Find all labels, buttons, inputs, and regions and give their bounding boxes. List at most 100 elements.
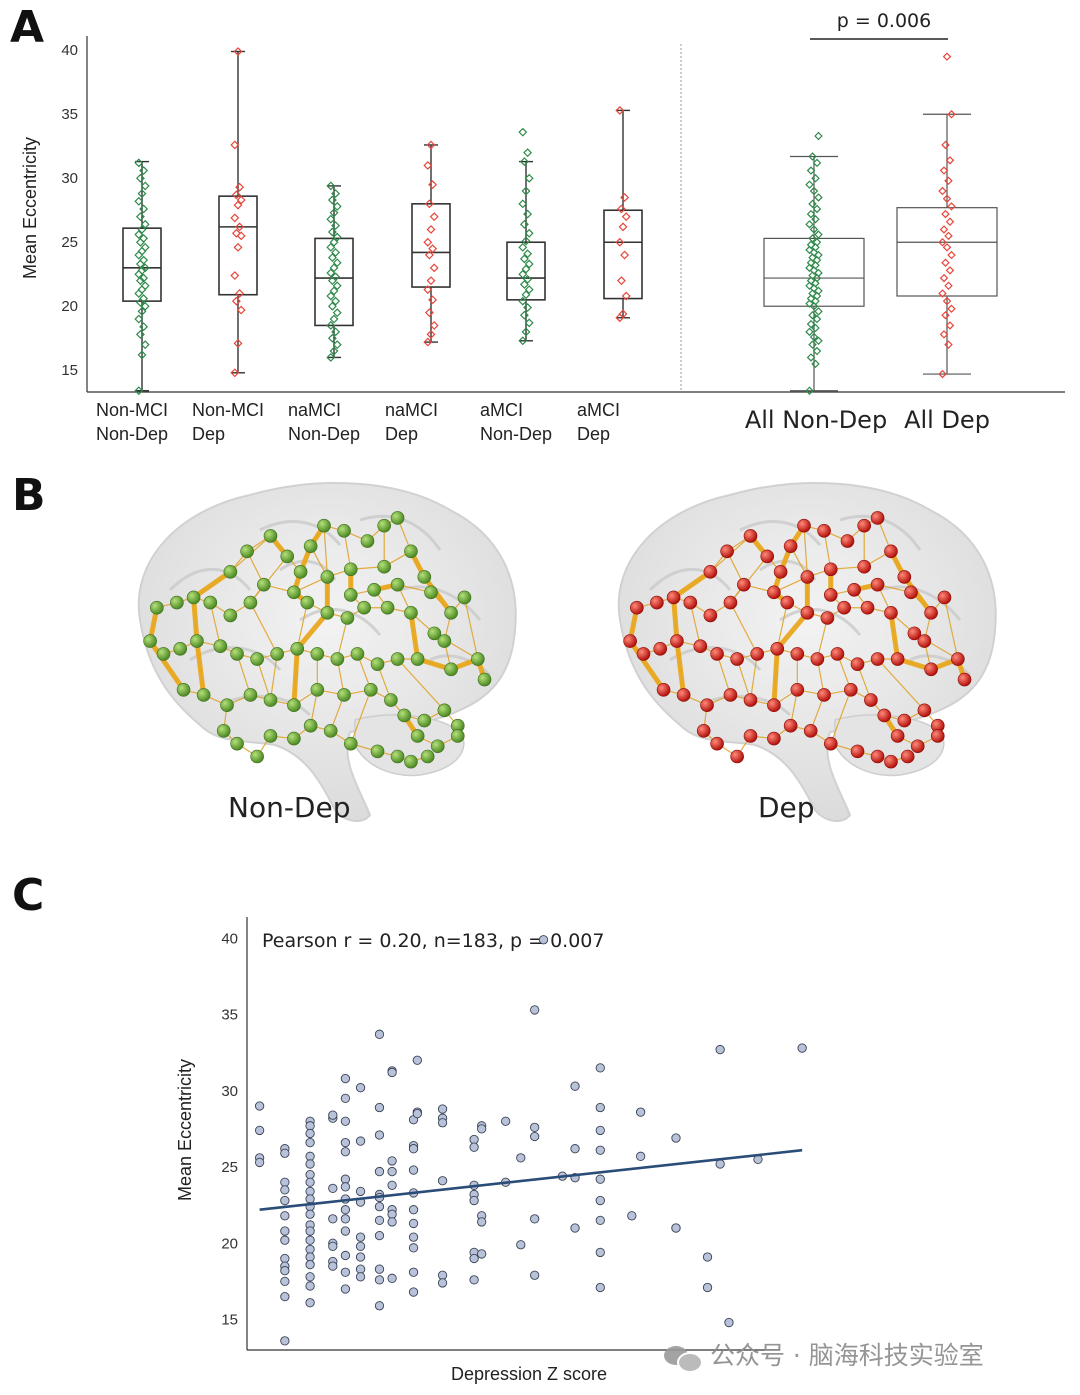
- c-point: [254, 1125, 265, 1136]
- c-point: [437, 1104, 448, 1114]
- c-point: [595, 1102, 605, 1113]
- c-point: [387, 1067, 397, 1078]
- a-point: [329, 237, 339, 247]
- a-point: [423, 237, 433, 247]
- a-all-point: [805, 299, 814, 308]
- brain-edge: [830, 689, 852, 744]
- brain-node: [287, 585, 301, 600]
- a-point: [235, 182, 245, 192]
- c-point: [374, 1201, 385, 1212]
- a-point: [329, 314, 339, 324]
- c-point: [530, 1122, 540, 1133]
- brain-node: [223, 565, 238, 579]
- brain-node: [840, 534, 855, 548]
- c-point: [280, 1235, 290, 1245]
- a-point: [620, 250, 630, 260]
- a-all-point: [945, 217, 955, 227]
- a-point: [134, 230, 144, 240]
- a-significance-label: p = 0.006: [837, 10, 931, 32]
- a-all-point: [805, 281, 814, 291]
- brain-node: [156, 647, 171, 661]
- a-point: [230, 271, 240, 280]
- c-ylabel: Mean Eccentricity: [175, 1059, 195, 1201]
- a-point: [134, 314, 144, 324]
- a-point: [521, 327, 531, 337]
- brain-edge: [350, 689, 372, 744]
- brain-node: [897, 570, 912, 584]
- c-point: [636, 1107, 646, 1117]
- brain-node: [730, 749, 744, 764]
- brain-node: [870, 511, 885, 525]
- c-point: [387, 1180, 397, 1190]
- a-all-point: [942, 243, 952, 252]
- a-point: [331, 248, 341, 257]
- a-all-point: [805, 220, 814, 229]
- brain-thick-edge: [294, 610, 330, 652]
- c-point: [702, 1282, 713, 1293]
- c-point: [477, 1249, 487, 1259]
- brain-node: [770, 641, 785, 656]
- brain-node: [630, 600, 644, 615]
- c-point: [328, 1183, 338, 1193]
- a-point: [236, 305, 246, 315]
- brain-node: [907, 626, 922, 641]
- a-point: [134, 386, 144, 396]
- brain-node: [723, 595, 738, 610]
- brain-node: [864, 693, 878, 707]
- brain-node: [170, 595, 184, 610]
- a-all-point: [939, 273, 949, 283]
- a-all-point: [806, 240, 816, 250]
- c-point: [374, 1275, 385, 1285]
- a-point: [137, 224, 147, 234]
- c-point: [254, 1157, 265, 1168]
- brain-node: [303, 539, 318, 553]
- brain-node: [767, 585, 781, 600]
- brain-node: [890, 652, 905, 666]
- a-point: [326, 352, 336, 362]
- brain-node: [797, 518, 811, 533]
- a-point: [424, 308, 434, 318]
- a-xlabel-line1: Non-MCI: [192, 400, 264, 420]
- brain-node: [817, 523, 831, 538]
- a-all-point: [814, 230, 823, 239]
- brain-edge: [736, 658, 752, 701]
- brain-node: [367, 582, 381, 597]
- brain-node: [390, 749, 405, 764]
- c-point: [305, 1259, 315, 1270]
- c-point: [280, 1291, 290, 1302]
- c-point: [305, 1235, 315, 1245]
- brain-node: [897, 713, 912, 728]
- a-point: [621, 291, 631, 301]
- brain-node: [884, 754, 898, 769]
- a-point: [331, 221, 341, 231]
- brain-node: [263, 729, 278, 743]
- a-all-point: [806, 258, 816, 267]
- brain-node: [320, 570, 335, 584]
- brain-node: [737, 577, 751, 592]
- c-point: [437, 1176, 448, 1186]
- a-all-point: [941, 258, 950, 267]
- brain-node: [450, 729, 465, 743]
- a-point: [327, 227, 337, 237]
- a-point: [423, 337, 433, 347]
- a-all-point: [814, 336, 823, 346]
- a-point: [620, 192, 630, 202]
- a-all-point: [812, 204, 822, 214]
- brain-node: [850, 657, 865, 671]
- a-point: [139, 294, 149, 304]
- brain-node: [703, 565, 718, 579]
- brain-node: [186, 590, 201, 605]
- a-point: [523, 303, 533, 312]
- c-point: [280, 1211, 290, 1221]
- brain-node: [870, 652, 885, 666]
- brain-thick-edge: [194, 638, 207, 698]
- brain-node: [243, 595, 258, 610]
- a-all-point: [939, 330, 949, 339]
- c-point: [408, 1165, 419, 1175]
- brain-node: [397, 708, 412, 723]
- a-all-point: [814, 307, 823, 316]
- a-point: [236, 195, 246, 205]
- a-point: [326, 320, 336, 330]
- brain-node: [823, 588, 838, 602]
- c-point: [387, 1217, 397, 1227]
